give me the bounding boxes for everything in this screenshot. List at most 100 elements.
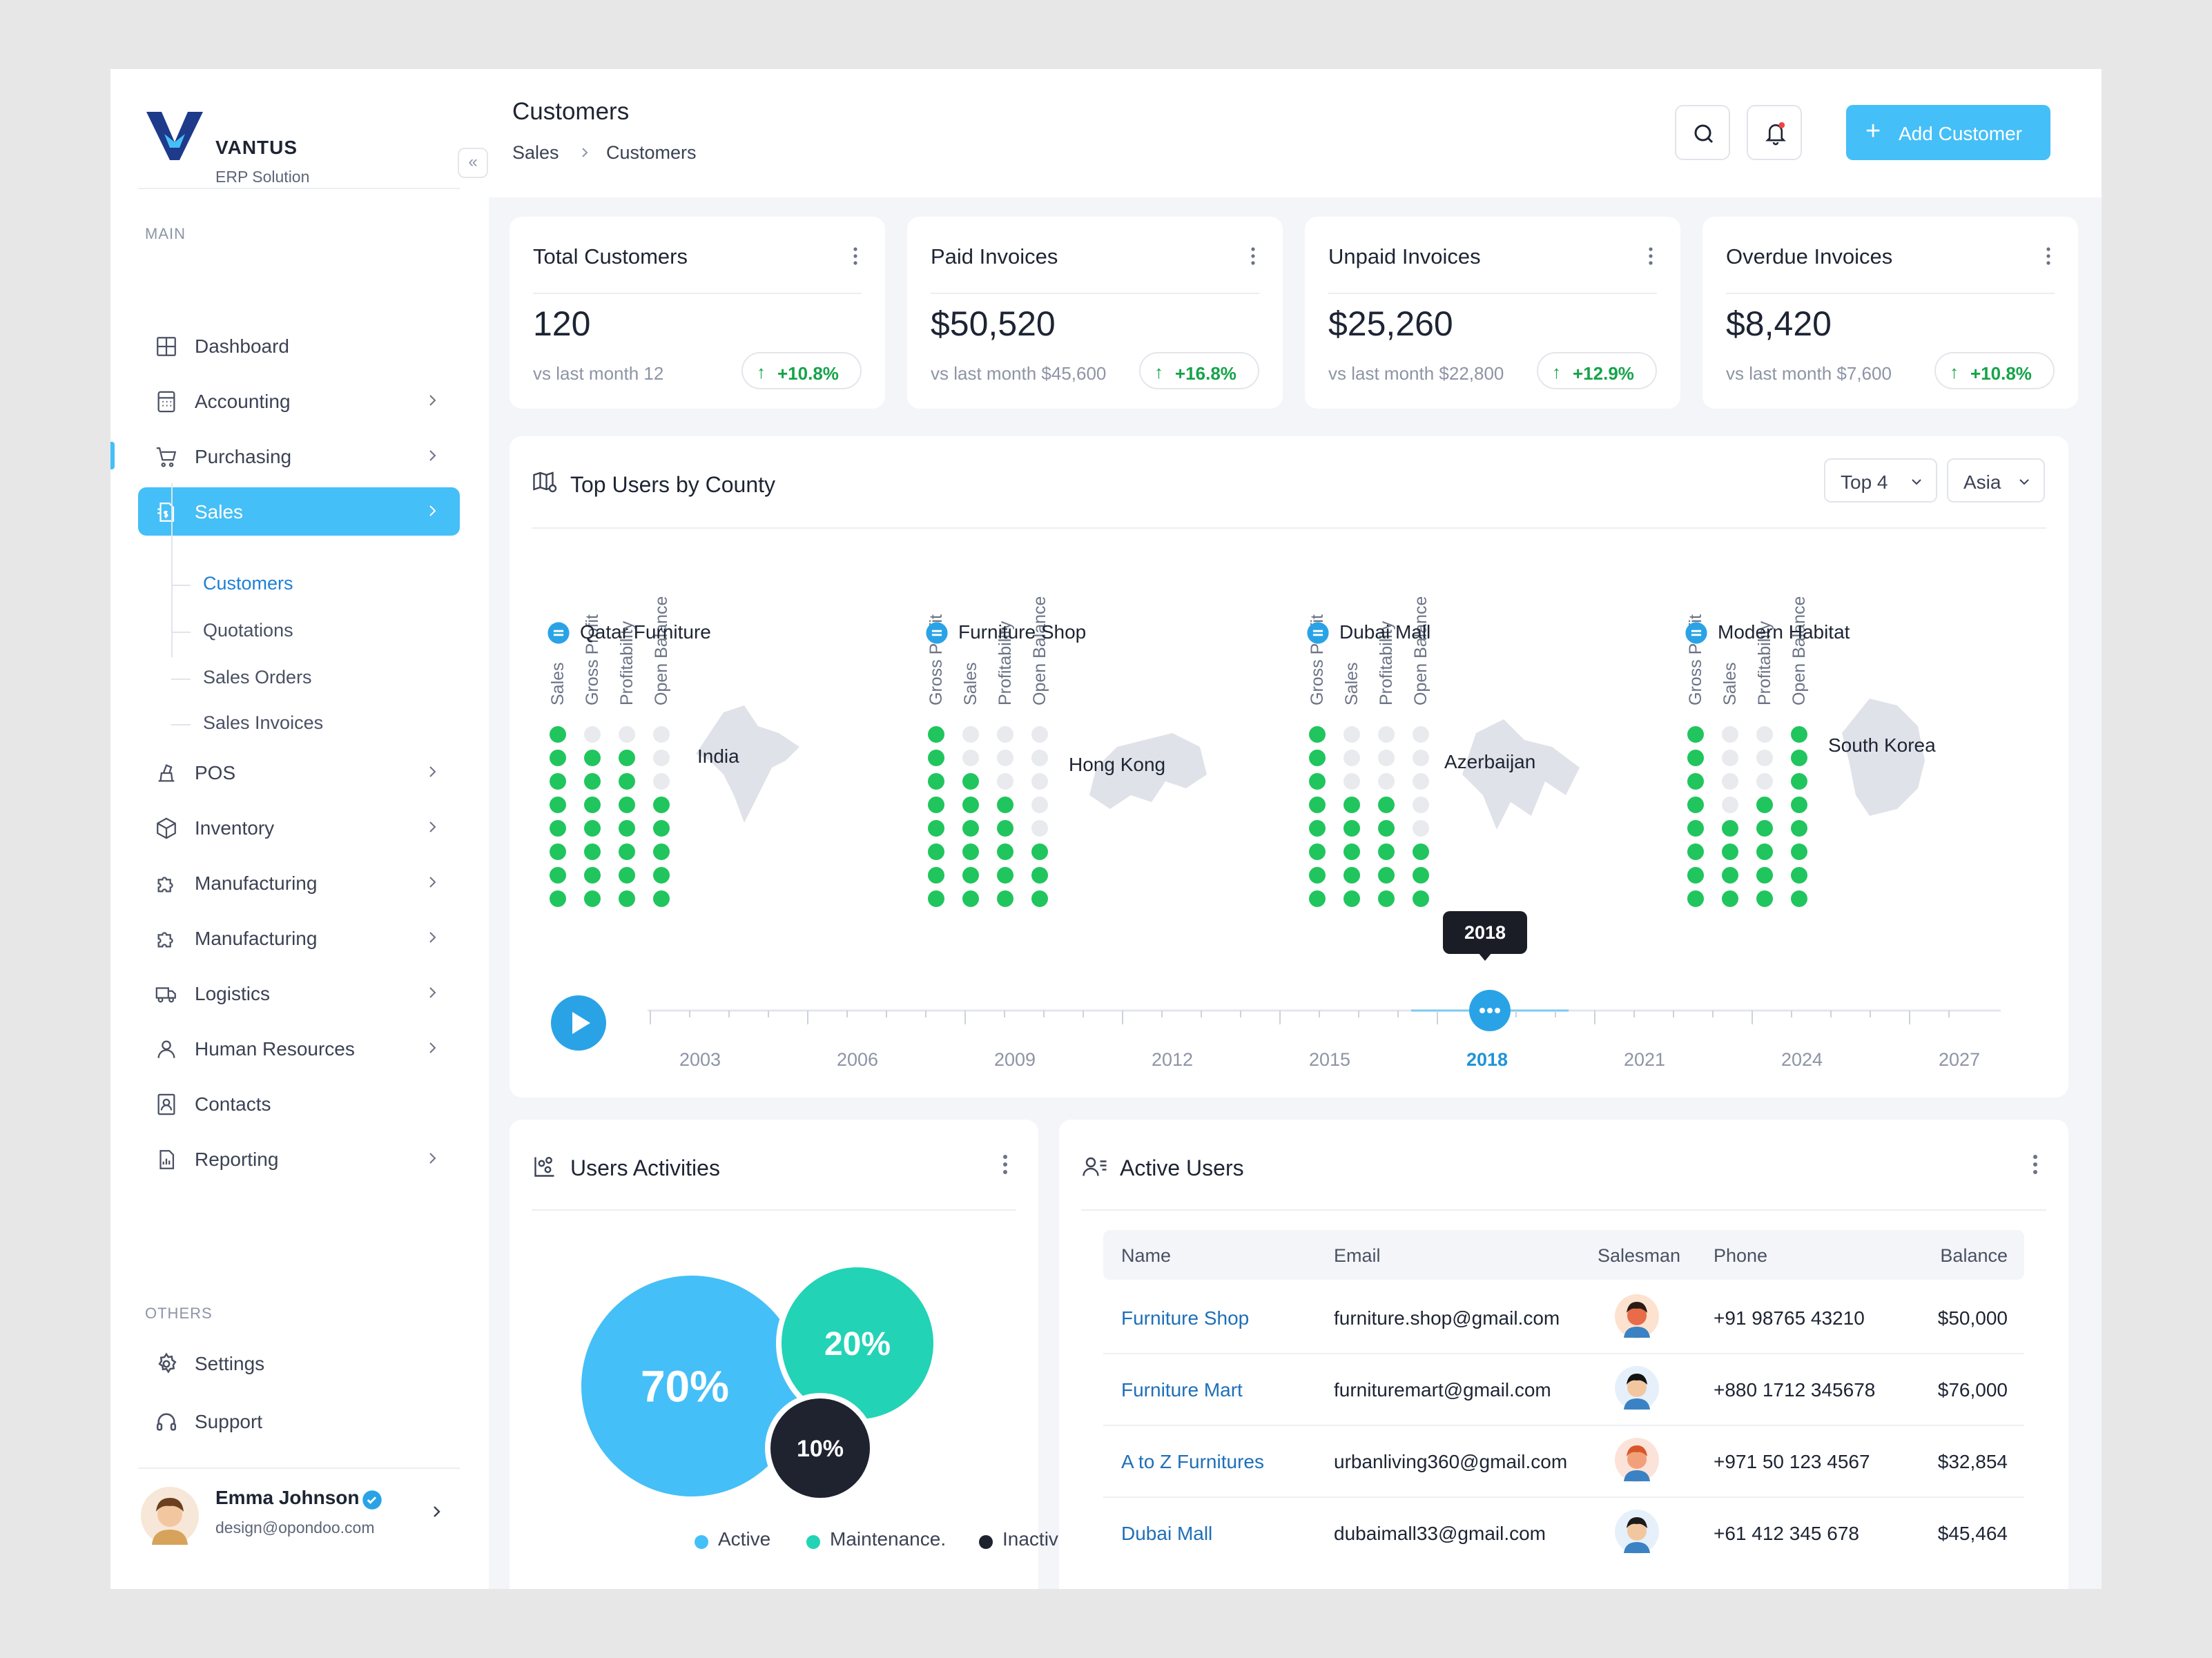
sidebar-item-dashboard[interactable]: Dashboard (138, 322, 460, 370)
metric-dot-filled (1309, 773, 1326, 790)
top-count-select[interactable]: Top 4 (1824, 458, 1937, 503)
legend-swatch (695, 1535, 708, 1549)
metric-dot-filled (619, 867, 635, 884)
metric-dot-filled (1309, 843, 1326, 860)
customer-name-link[interactable]: A to Z Furnitures (1121, 1451, 1264, 1472)
sidebar-item-inventory[interactable]: Inventory (138, 803, 460, 852)
kpi-change-badge: ↑ +16.8% (1139, 352, 1259, 389)
metric-dot-filled (619, 843, 635, 860)
search-button[interactable] (1675, 105, 1730, 160)
metric-dot-empty (1378, 750, 1395, 766)
more-vertical-icon[interactable] (1251, 247, 1255, 265)
kpi-card-unpaid-invoices: Unpaid Invoices $25,260 vs last month $22,… (1305, 217, 1680, 409)
metric-dot-filled (962, 820, 979, 837)
more-vertical-icon[interactable] (2032, 1154, 2038, 1175)
customer-name-link[interactable]: Dubai Mall (1121, 1523, 1213, 1544)
sidebar-item-label: Contacts (195, 1093, 271, 1115)
bubble-active (581, 1276, 802, 1496)
metric-label: Sales (1342, 662, 1361, 705)
column-header-email[interactable]: Email (1334, 1245, 1381, 1266)
submenu-item-quotations[interactable]: Quotations (203, 620, 293, 641)
timeline-track[interactable] (648, 988, 2015, 1037)
metric-dot-filled (1343, 890, 1360, 907)
sidebar-item-logistics[interactable]: Logistics (138, 969, 460, 1017)
customer-name-link[interactable]: Furniture Mart (1121, 1379, 1243, 1401)
activities-bubble-chart: 70% 20% 10% (581, 1262, 939, 1503)
breadcrumb-sales[interactable]: Sales (512, 142, 559, 163)
timeline-year[interactable]: 2018 (1466, 1049, 1508, 1070)
customer-balance: $45,464 (1937, 1523, 2008, 1544)
more-vertical-icon[interactable] (1649, 247, 1653, 265)
sidebar-item-manufacturing[interactable]: Manufacturing (138, 859, 460, 907)
sidebar-item-accounting[interactable]: Accounting (138, 377, 460, 425)
timeline-year[interactable]: 2015 (1309, 1049, 1351, 1070)
top-users-panel: Top Users by County Top 4 Asia 2018 Sale… (510, 436, 2068, 1098)
timeline-year[interactable]: 2003 (679, 1049, 721, 1070)
play-button[interactable] (551, 995, 606, 1051)
metric-dot-filled (653, 867, 670, 884)
metric-dot-filled (1687, 867, 1704, 884)
country-map-india (696, 705, 799, 823)
submenu-item-customers[interactable]: Customers (203, 573, 293, 594)
timeline-year[interactable]: 2027 (1939, 1049, 1981, 1070)
more-vertical-icon[interactable] (853, 247, 857, 265)
column-header-salesman[interactable]: Salesman (1598, 1245, 1681, 1266)
users-list-icon (1083, 1157, 1107, 1176)
timeline-year[interactable]: 2012 (1152, 1049, 1194, 1070)
metric-dot-filled (619, 750, 635, 766)
metric-dot-filled (1343, 797, 1360, 813)
sidebar-item-pos[interactable]: POS (138, 748, 460, 797)
submenu-item-sales-orders[interactable]: Sales Orders (203, 667, 312, 687)
metric-dot-filled (584, 773, 601, 790)
sidebar-item-sales[interactable]: Sales (138, 487, 460, 536)
timeline-year[interactable]: 2021 (1624, 1049, 1666, 1070)
metric-dot-filled (550, 750, 566, 766)
timeline-year[interactable]: 2024 (1781, 1049, 1823, 1070)
add-customer-label: Add Customer (1899, 123, 2022, 144)
column-header-phone[interactable]: Phone (1714, 1245, 1768, 1266)
sidebar-item-manufacturing[interactable]: Manufacturing (138, 914, 460, 962)
metric-dot-filled (1756, 797, 1773, 813)
metric-dot-empty (1378, 773, 1395, 790)
sidebar-item-purchasing[interactable]: Purchasing (138, 432, 460, 480)
country-name: Azerbaijan (1444, 751, 1536, 772)
region-select[interactable]: Asia (1947, 458, 2045, 503)
country-map-south-korea (1842, 699, 1925, 816)
metric-dot-filled (653, 890, 670, 907)
timeline-year[interactable]: 2006 (837, 1049, 879, 1070)
notifications-button[interactable] (1747, 105, 1802, 160)
kpi-change-badge: ↑ +10.8% (1934, 352, 2055, 389)
metric-label: Sales (548, 662, 567, 705)
submenu-item-sales-invoices[interactable]: Sales Invoices (203, 712, 324, 733)
collapse-sidebar-button[interactable]: « (458, 148, 488, 178)
table-row[interactable] (1103, 1505, 2024, 1571)
metric-dot-empty (1031, 820, 1048, 837)
shop-badge-icon (1685, 622, 1707, 644)
customer-balance: $50,000 (1937, 1307, 2008, 1329)
sidebar-item-contacts[interactable]: Contacts (138, 1080, 460, 1128)
more-vertical-icon[interactable] (2046, 247, 2050, 265)
metric-dot-filled (928, 797, 944, 813)
column-header-name[interactable]: Name (1121, 1245, 1172, 1266)
timeline-year[interactable]: 2009 (994, 1049, 1036, 1070)
more-vertical-icon[interactable] (1002, 1154, 1008, 1175)
customer-name-link[interactable]: Furniture Shop (1121, 1307, 1250, 1329)
add-customer-button[interactable]: + Add Customer (1846, 105, 2050, 160)
column-header-balance[interactable]: Balance (1940, 1245, 2008, 1266)
sidebar-item-settings[interactable]: Settings (138, 1339, 460, 1387)
sidebar-item-label: Manufacturing (195, 872, 318, 894)
sidebar-item-support[interactable]: Support (138, 1397, 460, 1445)
metric-dot-empty (1756, 750, 1773, 766)
chevron-right-icon (429, 766, 436, 777)
sidebar-item-human-resources[interactable]: Human Resources (138, 1024, 460, 1073)
sidebar-item-reporting[interactable]: Reporting (138, 1135, 460, 1183)
metric-dot-filled (1378, 890, 1395, 907)
metric-dot-filled (1791, 797, 1807, 813)
metric-dot-filled (1756, 843, 1773, 860)
country-name: Hong Kong (1069, 754, 1166, 775)
user-profile-card[interactable]: Emma Johnson design@opondoo.com (138, 1470, 460, 1553)
kpi-change: +10.8% (777, 363, 839, 384)
metric-dot-empty (1378, 726, 1395, 743)
country-block-hong-kong: Gross Profit Sales Profitability Open Balan… (915, 436, 1295, 961)
kpi-divider (1726, 293, 2055, 294)
